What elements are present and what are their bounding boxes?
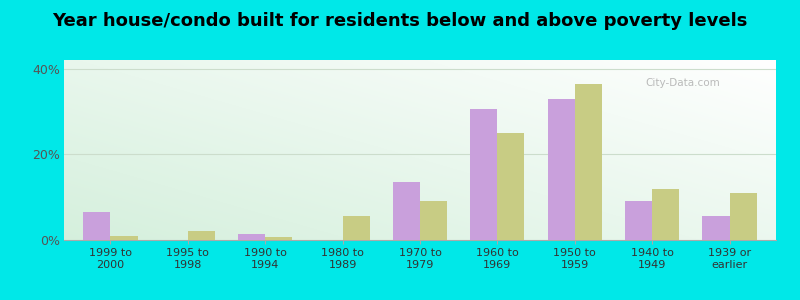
Bar [342, 216, 370, 240]
Bar [470, 109, 498, 240]
Bar [702, 216, 730, 240]
Bar [110, 236, 138, 240]
Text: City-Data.com: City-Data.com [646, 78, 720, 88]
Bar [83, 212, 110, 240]
Bar [730, 193, 757, 240]
Bar [625, 201, 652, 240]
Bar [266, 237, 292, 240]
Text: Year house/condo built for residents below and above poverty levels: Year house/condo built for residents bel… [52, 12, 748, 30]
Bar [548, 99, 574, 240]
Bar [238, 234, 266, 240]
Bar [498, 133, 525, 240]
Bar [420, 201, 447, 240]
Bar [393, 182, 420, 240]
Bar [574, 84, 602, 240]
Bar [652, 189, 679, 240]
Bar [188, 231, 215, 240]
